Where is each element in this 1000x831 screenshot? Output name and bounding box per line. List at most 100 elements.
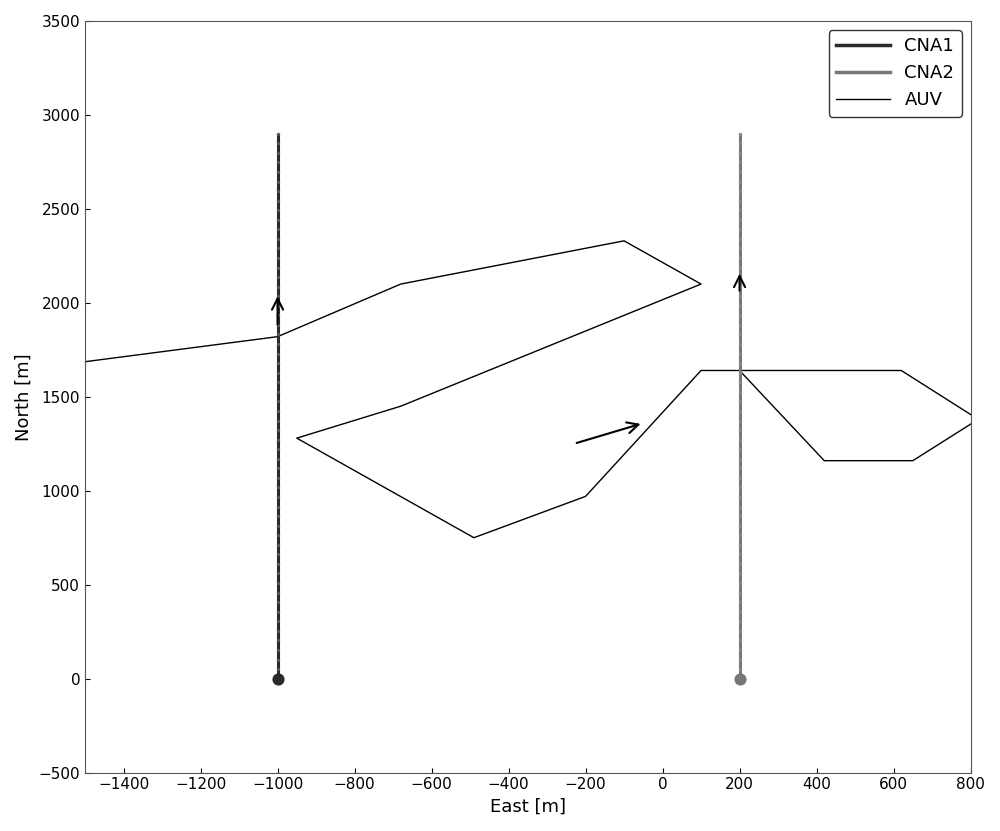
Point — [732, 577, 748, 590]
Point — [270, 586, 286, 599]
Point — [732, 395, 748, 408]
Point — [270, 194, 286, 207]
Point — [270, 136, 286, 150]
Point — [732, 414, 748, 427]
Point — [270, 471, 286, 484]
Point — [732, 481, 748, 494]
Point — [270, 376, 286, 389]
Point — [732, 242, 748, 255]
Point — [732, 471, 748, 484]
Point — [732, 299, 748, 312]
Point — [732, 223, 748, 236]
Point — [732, 605, 748, 618]
Point — [270, 519, 286, 533]
Point — [270, 127, 286, 140]
Point — [732, 318, 748, 332]
Point — [732, 204, 748, 217]
Point — [270, 443, 286, 456]
Point — [732, 615, 748, 628]
Point — [270, 318, 286, 332]
Point — [270, 634, 286, 647]
Point — [732, 184, 748, 198]
Point — [270, 414, 286, 427]
Point — [270, 615, 286, 628]
Point — [270, 538, 286, 552]
Point — [732, 328, 748, 342]
Point — [270, 596, 286, 609]
Point — [270, 424, 286, 437]
Point — [270, 405, 286, 418]
X-axis label: East [m]: East [m] — [490, 798, 566, 816]
Point — [732, 424, 748, 437]
Point — [270, 672, 286, 686]
Point — [732, 672, 748, 686]
Point — [270, 299, 286, 312]
Point — [732, 452, 748, 465]
Point — [732, 538, 748, 552]
Point — [732, 347, 748, 361]
Point — [270, 213, 286, 226]
Point — [270, 204, 286, 217]
Point — [732, 366, 748, 380]
Point — [270, 548, 286, 561]
Point — [270, 558, 286, 571]
Point — [270, 175, 286, 188]
Point — [270, 356, 286, 370]
Point — [732, 433, 748, 446]
Point — [270, 146, 286, 160]
Point — [270, 386, 286, 399]
Point — [732, 624, 748, 637]
Point — [270, 672, 286, 686]
Point — [270, 509, 286, 523]
Point — [732, 376, 748, 389]
Point — [270, 452, 286, 465]
Point — [270, 347, 286, 361]
Point — [270, 366, 286, 380]
Point — [270, 309, 286, 322]
Point — [270, 662, 286, 676]
Point — [270, 481, 286, 494]
Point — [732, 337, 748, 351]
Point — [270, 328, 286, 342]
Point — [270, 567, 286, 580]
Point — [270, 433, 286, 446]
Point — [270, 280, 286, 293]
Point — [732, 500, 748, 514]
Point — [732, 634, 748, 647]
Point — [732, 462, 748, 475]
Point — [270, 395, 286, 408]
Point — [732, 586, 748, 599]
Point — [270, 653, 286, 666]
Point — [732, 232, 748, 245]
Point — [732, 662, 748, 676]
Legend: CNA1, CNA2, AUV: CNA1, CNA2, AUV — [829, 30, 962, 116]
Point — [270, 337, 286, 351]
Point — [732, 127, 748, 140]
Point — [732, 405, 748, 418]
Point — [732, 213, 748, 226]
Point — [732, 558, 748, 571]
Point — [732, 443, 748, 456]
Point — [732, 356, 748, 370]
Point — [270, 184, 286, 198]
Point — [732, 146, 748, 160]
Point — [270, 643, 286, 656]
Point — [270, 242, 286, 255]
Point — [732, 270, 748, 283]
Point — [732, 175, 748, 188]
Point — [732, 309, 748, 322]
Point — [732, 548, 748, 561]
Point — [732, 165, 748, 179]
Point — [270, 529, 286, 542]
Point — [270, 223, 286, 236]
Point — [732, 261, 748, 274]
Point — [732, 136, 748, 150]
Point — [732, 519, 748, 533]
Point — [732, 672, 748, 686]
Point — [270, 605, 286, 618]
Point — [732, 643, 748, 656]
Point — [732, 289, 748, 302]
Point — [732, 567, 748, 580]
Point — [270, 165, 286, 179]
Point — [732, 653, 748, 666]
